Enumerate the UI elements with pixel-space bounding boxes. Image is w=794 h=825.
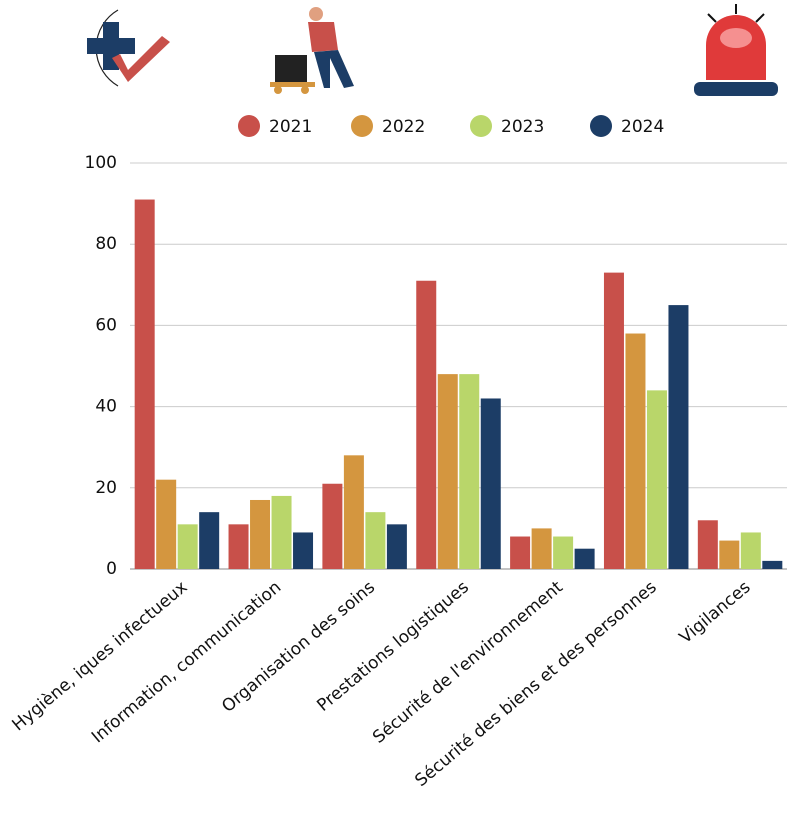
bar — [271, 495, 292, 569]
bar — [762, 560, 783, 569]
x-tick-label: Sécurité de l'environnement — [369, 577, 567, 748]
bar — [740, 532, 761, 569]
y-tick-label: 80 — [95, 234, 117, 254]
bar — [553, 536, 574, 569]
x-tick-label: Prestations logistiques — [313, 577, 473, 716]
bar — [386, 524, 407, 569]
bar — [603, 272, 624, 569]
icon-medical — [87, 9, 170, 87]
legend-marker — [351, 115, 373, 137]
x-tick-label: Organisation des soins — [218, 577, 379, 717]
x-tick-label: Information, communication — [88, 577, 285, 747]
bar — [510, 536, 531, 569]
legend-marker — [238, 115, 260, 137]
bar — [343, 455, 364, 569]
bar — [646, 390, 667, 569]
bar — [177, 524, 198, 569]
x-tick-label: Vigilances — [676, 577, 755, 648]
bar — [437, 374, 458, 569]
legend-marker — [470, 115, 492, 137]
legend-marker — [590, 115, 612, 137]
y-tick-label: 20 — [95, 478, 117, 498]
bar — [719, 540, 740, 569]
bar — [322, 483, 343, 569]
bar — [134, 199, 155, 570]
y-tick-label: 40 — [95, 397, 117, 417]
bar — [480, 398, 501, 569]
bar — [156, 479, 177, 569]
bar — [416, 280, 437, 569]
x-tick-label: Hygiène, iques infectueux — [9, 577, 192, 735]
y-tick-label: 60 — [95, 315, 117, 335]
legend-label: 2021 — [269, 117, 312, 137]
bar — [531, 528, 552, 569]
bar — [625, 333, 646, 569]
icon-siren — [694, 4, 778, 96]
bar — [668, 305, 689, 569]
legend-label: 2024 — [621, 117, 664, 137]
y-tick-label: 0 — [106, 559, 117, 579]
bar — [459, 374, 480, 569]
y-tick-label: 100 — [85, 153, 117, 173]
legend-label: 2023 — [501, 117, 544, 137]
bar — [574, 548, 595, 569]
bar — [199, 512, 220, 569]
icon-worker — [270, 7, 354, 94]
bar — [228, 524, 249, 569]
bar — [293, 532, 314, 569]
legend-label: 2022 — [382, 117, 425, 137]
bar — [365, 512, 386, 569]
bar — [250, 499, 271, 569]
bar — [697, 520, 718, 569]
